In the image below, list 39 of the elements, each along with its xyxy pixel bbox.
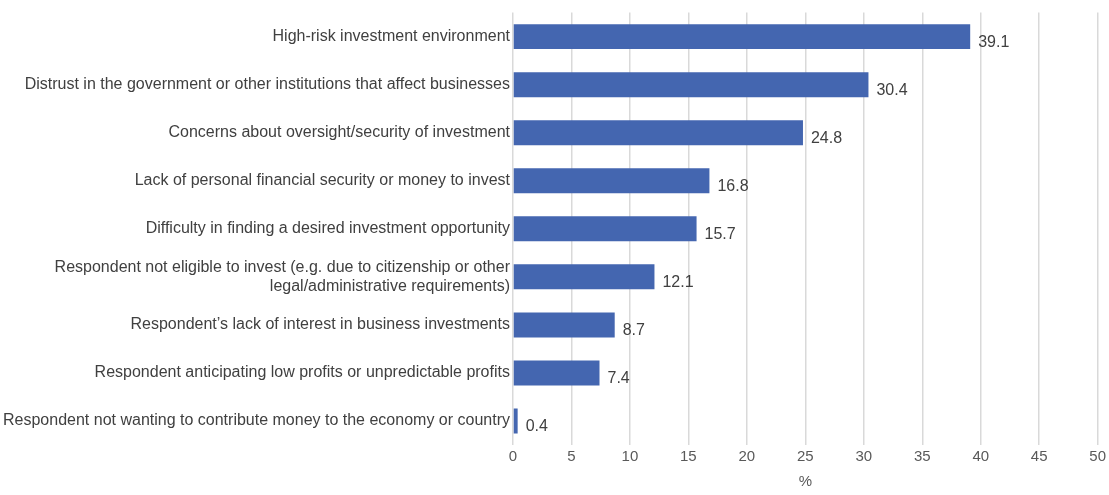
y-tick-label: Lack of personal financial security or money to invest bbox=[134, 171, 511, 189]
bar bbox=[513, 408, 518, 434]
bar bbox=[513, 24, 971, 50]
bar bbox=[513, 120, 803, 146]
bar bbox=[513, 168, 710, 194]
y-tick-label: Concerns about oversight/security of investment bbox=[168, 123, 511, 141]
y-tick-label: High-risk investment environment bbox=[272, 27, 511, 45]
x-tick-label: 0 bbox=[508, 447, 518, 465]
x-tick-label: 10 bbox=[621, 447, 639, 465]
data-label: 12.1 bbox=[662, 273, 694, 291]
data-label: 16.8 bbox=[717, 177, 749, 195]
x-tick-label: 20 bbox=[738, 447, 756, 465]
y-tick-label: Respondent anticipating low profits or unpredictable profits bbox=[94, 363, 510, 381]
x-tick-label: 45 bbox=[1030, 447, 1048, 465]
x-tick-label: 5 bbox=[567, 447, 576, 465]
x-tick-label: 30 bbox=[855, 447, 873, 465]
bar bbox=[513, 216, 697, 242]
y-tick-label: Difficulty in finding a desired investment opportunity bbox=[145, 219, 510, 237]
data-label: 8.7 bbox=[622, 321, 646, 339]
bar bbox=[513, 312, 615, 338]
x-tick-label: 25 bbox=[796, 447, 814, 465]
data-label: 24.8 bbox=[810, 129, 843, 147]
data-label: 0.4 bbox=[525, 417, 548, 435]
x-tick-label: 35 bbox=[913, 447, 931, 465]
y-tick-label: Distrust in the government or other institutions that affect businesses bbox=[24, 75, 510, 93]
bar bbox=[513, 72, 869, 98]
data-label: 30.4 bbox=[876, 81, 908, 99]
data-label: 7.4 bbox=[607, 369, 630, 387]
y-tick-label: Respondent not eligible to invest (e.g. due to citizenship or other legal/administrative requirements) bbox=[54, 257, 511, 294]
bar bbox=[513, 360, 600, 386]
x-tick-label: 15 bbox=[680, 447, 697, 465]
x-axis-title: % bbox=[798, 472, 812, 490]
y-tick-label: Respondent not wanting to contribute money to the economy or country bbox=[3, 411, 510, 429]
data-label: 39.1 bbox=[978, 33, 1010, 51]
bar bbox=[513, 264, 655, 290]
y-tick-label: Respondent’s lack of interest in business investments bbox=[130, 315, 510, 333]
x-tick-label: 40 bbox=[972, 447, 990, 465]
x-tick-label: 50 bbox=[1089, 447, 1106, 465]
data-label: 15.7 bbox=[704, 225, 736, 243]
